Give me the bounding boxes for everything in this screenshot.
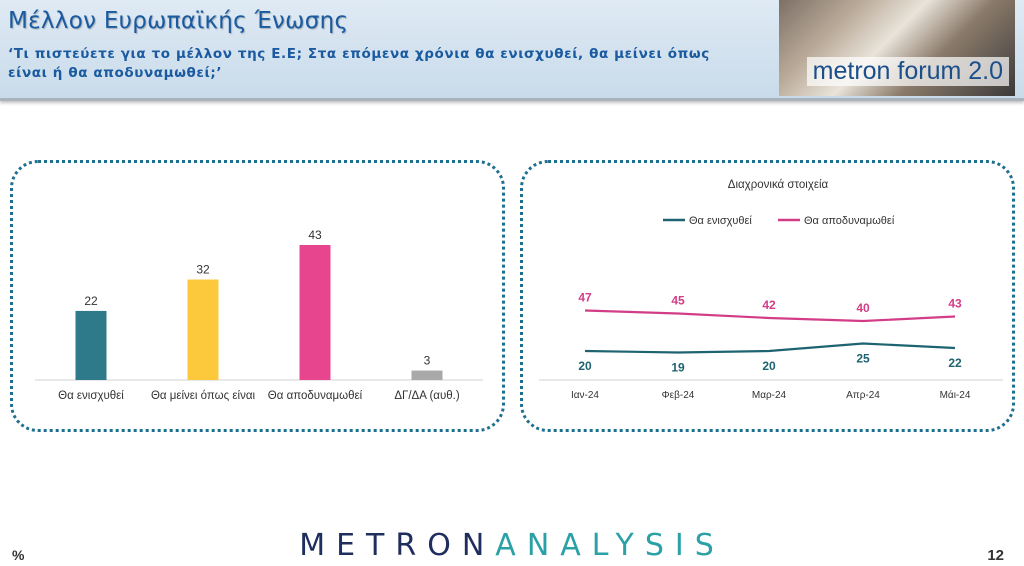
page-title: Μέλλον Ευρωπαϊκής Ένωσης — [8, 8, 349, 34]
x-tick-label: Φεβ-24 — [662, 390, 695, 401]
series-2-data-label: 47 — [578, 291, 592, 305]
bar-category-label: ΔΓ/ΔΑ (αυθ.) — [394, 390, 459, 402]
series-line-1 — [584, 342, 956, 354]
bar-4 — [411, 370, 443, 380]
bar-3 — [299, 244, 331, 380]
series-2-data-label: 42 — [762, 298, 776, 312]
x-tick-label: Ιαν-24 — [571, 390, 599, 401]
line-chart-title: Διαχρονικά στοιχεία — [728, 179, 829, 191]
unit-label: % — [12, 547, 25, 563]
series-1-data-label: 25 — [856, 352, 870, 366]
legend-label-2: Θα αποδυναμωθεί — [804, 215, 895, 227]
header-banner: Μέλλον Ευρωπαϊκής Ένωσης ‘Τι πιστεύετε γ… — [0, 0, 1024, 101]
forum-label: metron forum 2.0 — [806, 57, 1009, 86]
bar-category-label: Θα ενισχυθεί — [58, 390, 124, 402]
bar-category-label: Θα αποδυναμωθεί — [268, 390, 363, 402]
series-2-data-label: 43 — [948, 297, 962, 311]
x-tick-label: Μάι-24 — [940, 389, 971, 401]
bar-chart-panel: 22 Θα ενισχυθεί 32 Θα μείνει όπως είναι 43 Θα… — [10, 160, 505, 432]
metron-analysis-logo: METRONANALYSIS — [0, 528, 1024, 563]
series-1-data-label: 19 — [671, 361, 685, 375]
x-tick-label: Μαρ-24 — [752, 390, 787, 401]
x-tick-label: Απρ-24 — [846, 390, 880, 401]
bar-1 — [75, 310, 107, 380]
series-1-data-label: 20 — [762, 359, 776, 373]
logo-part-metron: METRON — [299, 528, 496, 563]
series-1-data-label: 22 — [948, 356, 962, 370]
bar-value-label: 22 — [84, 294, 98, 308]
series-2-data-label: 45 — [671, 294, 685, 308]
bar-value-label: 3 — [424, 354, 431, 368]
bar-category-label: Θα μείνει όπως είναι — [151, 390, 256, 402]
bar-chart: 22 Θα ενισχυθεί 32 Θα μείνει όπως είναι 43 Θα… — [35, 228, 483, 402]
bar-value-label: 43 — [308, 228, 322, 242]
line-chart-panel: Διαχρονικά στοιχεία Θα ενισχυθεί Θα αποδυν… — [520, 160, 1015, 432]
forum-banner-image: metron forum 2.0 — [779, 0, 1015, 96]
series-1-data-label: 20 — [578, 359, 592, 373]
bar-value-label: 32 — [196, 263, 210, 277]
series-line-2 — [584, 309, 956, 323]
line-chart: Διαχρονικά στοιχεία Θα ενισχυθεί Θα αποδυν… — [539, 179, 1003, 401]
series-2-data-label: 40 — [856, 301, 870, 315]
page-subtitle: ‘Τι πιστεύετε για το μέλλον της Ε.Ε; Στα… — [8, 46, 710, 81]
bar-2 — [187, 279, 219, 380]
page-number: 12 — [987, 547, 1004, 564]
logo-part-analysis: ANALYSIS — [495, 528, 725, 563]
legend-label-1: Θα ενισχυθεί — [689, 215, 752, 227]
